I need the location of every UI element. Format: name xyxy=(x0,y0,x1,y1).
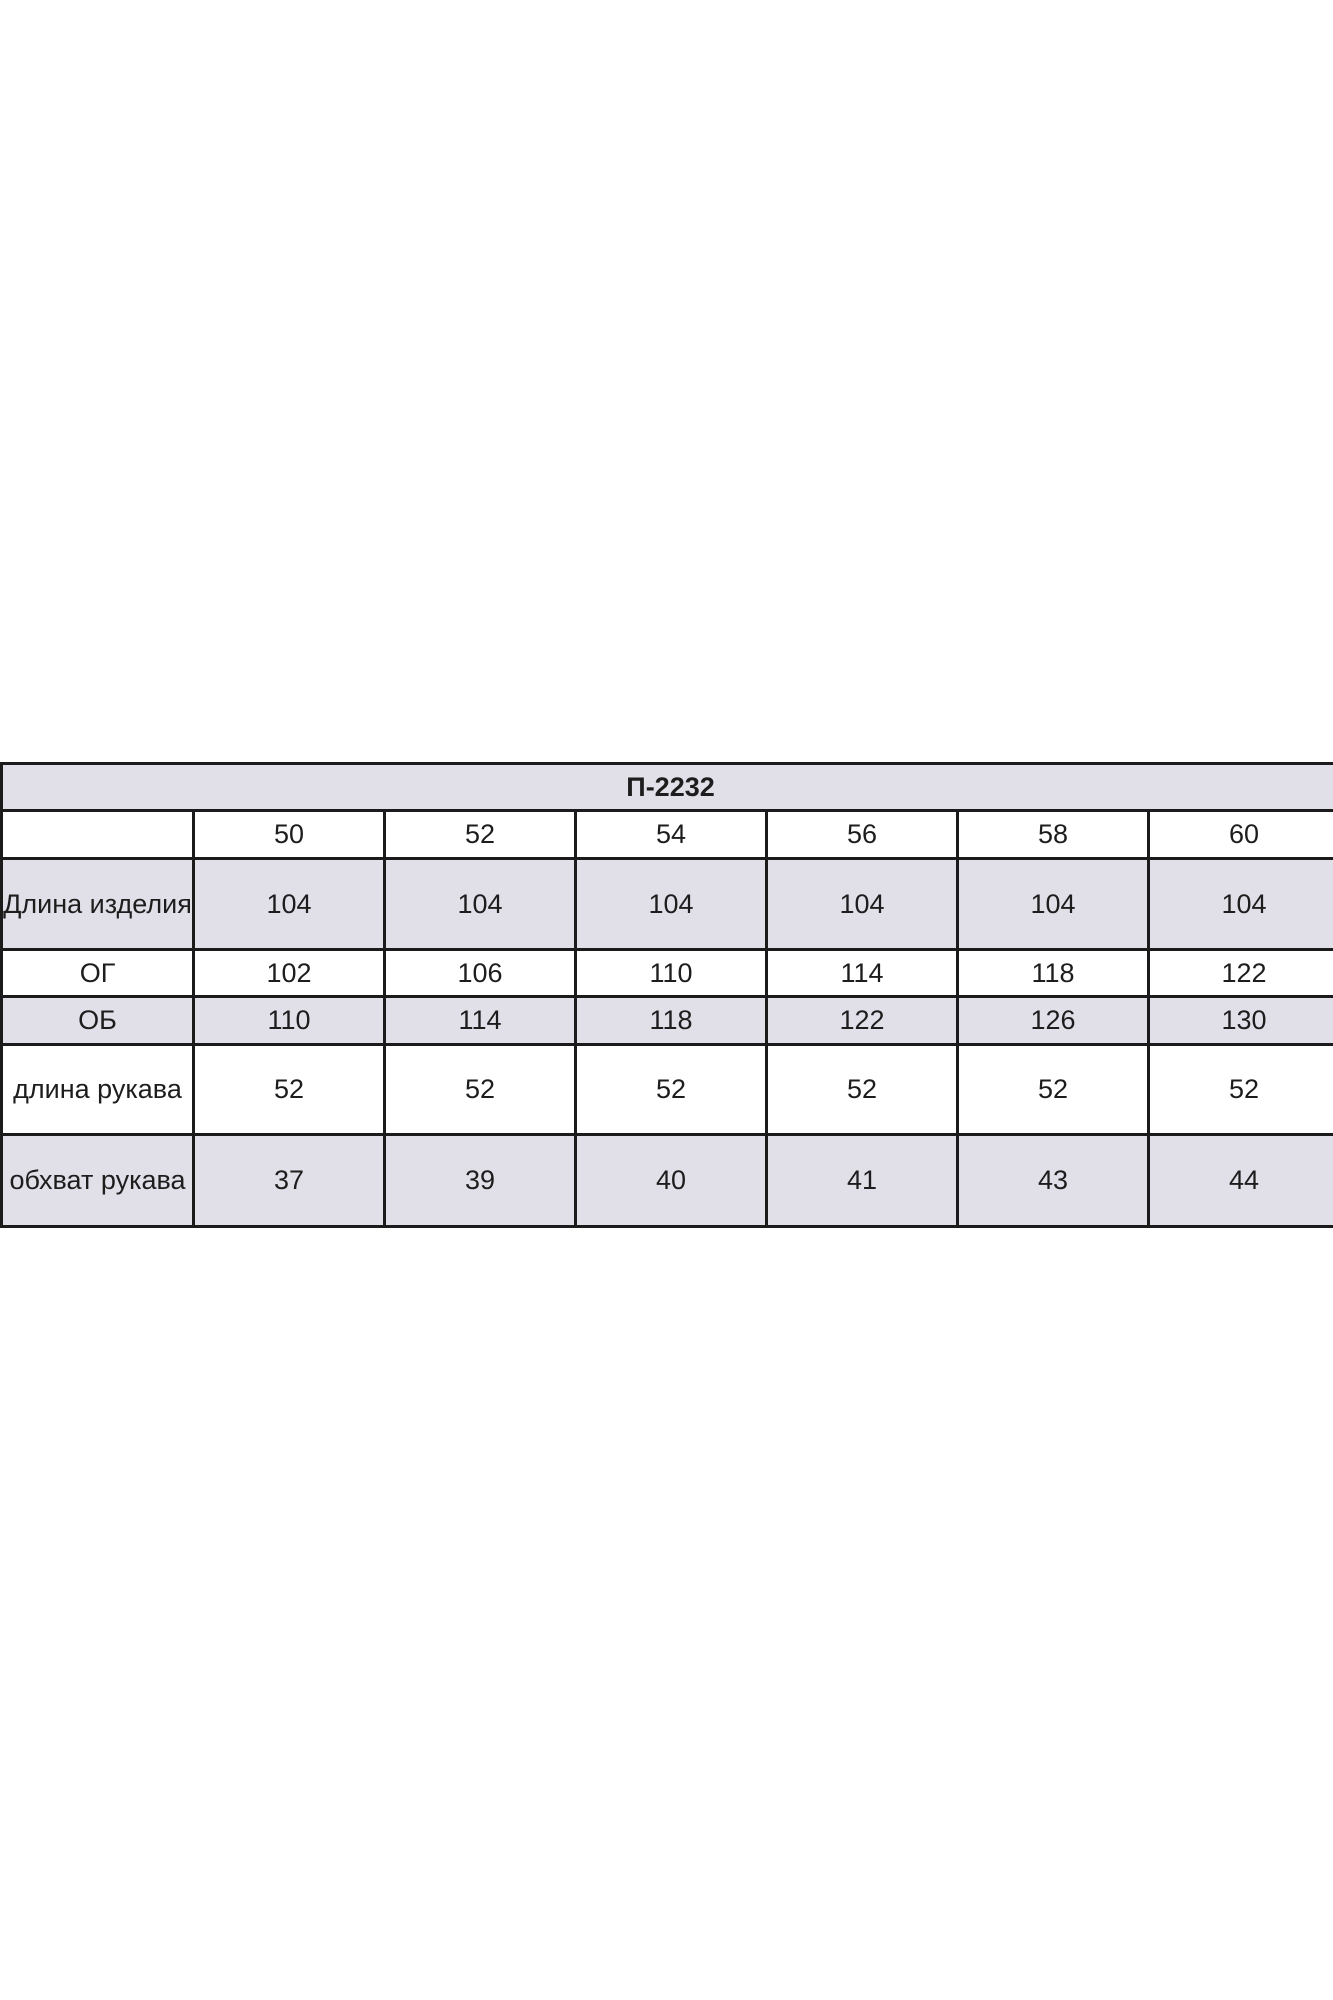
table-row-length: Длина изделия 104 104 104 104 104 104 xyxy=(0,857,1333,951)
row-label: длина рукава xyxy=(0,1043,195,1136)
table-cell: 130 xyxy=(1146,995,1333,1046)
table-cell: 118 xyxy=(956,948,1150,998)
table-cell: 118 xyxy=(574,995,768,1046)
size-header: 60 xyxy=(1146,809,1333,860)
size-header: 50 xyxy=(192,809,386,860)
table-cell: 104 xyxy=(1146,857,1333,951)
table-cell: 52 xyxy=(192,1043,386,1136)
table-cell: 102 xyxy=(192,948,386,998)
table-cell: 52 xyxy=(574,1043,768,1136)
table-row-sizes: 50 52 54 56 58 60 xyxy=(0,809,1333,860)
table-cell: 110 xyxy=(192,995,386,1046)
table-cell: 104 xyxy=(192,857,386,951)
row-label: ОГ xyxy=(0,948,195,998)
table-cell: 39 xyxy=(383,1133,577,1228)
table-cell: 126 xyxy=(956,995,1150,1046)
table-cell: 104 xyxy=(383,857,577,951)
table-row-og: ОГ 102 106 110 114 118 122 xyxy=(0,948,1333,998)
row-label: обхват рукава xyxy=(0,1133,195,1228)
table-row-sleeve-girth: обхват рукава 37 39 40 41 43 44 xyxy=(0,1133,1333,1228)
table-cell: 44 xyxy=(1146,1133,1333,1228)
table-cell: 52 xyxy=(956,1043,1150,1136)
table-row-ob: ОБ 110 114 118 122 126 130 xyxy=(0,995,1333,1046)
row-label: Длина изделия xyxy=(0,857,195,951)
table-cell: 52 xyxy=(383,1043,577,1136)
table-cell: 52 xyxy=(1146,1043,1333,1136)
table-cell: 40 xyxy=(574,1133,768,1228)
table-cell: 104 xyxy=(956,857,1150,951)
table-cell: 41 xyxy=(765,1133,959,1228)
size-header: 52 xyxy=(383,809,577,860)
article-title: П-2232 xyxy=(0,762,1333,812)
table-cell: 104 xyxy=(574,857,768,951)
table-cell: 114 xyxy=(383,995,577,1046)
table-cell: 122 xyxy=(1146,948,1333,998)
table-cell: 106 xyxy=(383,948,577,998)
table-cell: 114 xyxy=(765,948,959,998)
table-cell: 110 xyxy=(574,948,768,998)
corner-empty-cell xyxy=(0,809,195,860)
size-header: 54 xyxy=(574,809,768,860)
table-cell: 52 xyxy=(765,1043,959,1136)
table-cell: 122 xyxy=(765,995,959,1046)
size-chart-table: П-2232 50 52 54 56 58 60 Длина изделия 1… xyxy=(0,762,1333,1228)
table-cell: 104 xyxy=(765,857,959,951)
table-row-sleeve-length: длина рукава 52 52 52 52 52 52 xyxy=(0,1043,1333,1136)
table-cell: 43 xyxy=(956,1133,1150,1228)
size-header: 56 xyxy=(765,809,959,860)
row-label: ОБ xyxy=(0,995,195,1046)
size-header: 58 xyxy=(956,809,1150,860)
table-row-title: П-2232 xyxy=(0,762,1333,812)
table-cell: 37 xyxy=(192,1133,386,1228)
